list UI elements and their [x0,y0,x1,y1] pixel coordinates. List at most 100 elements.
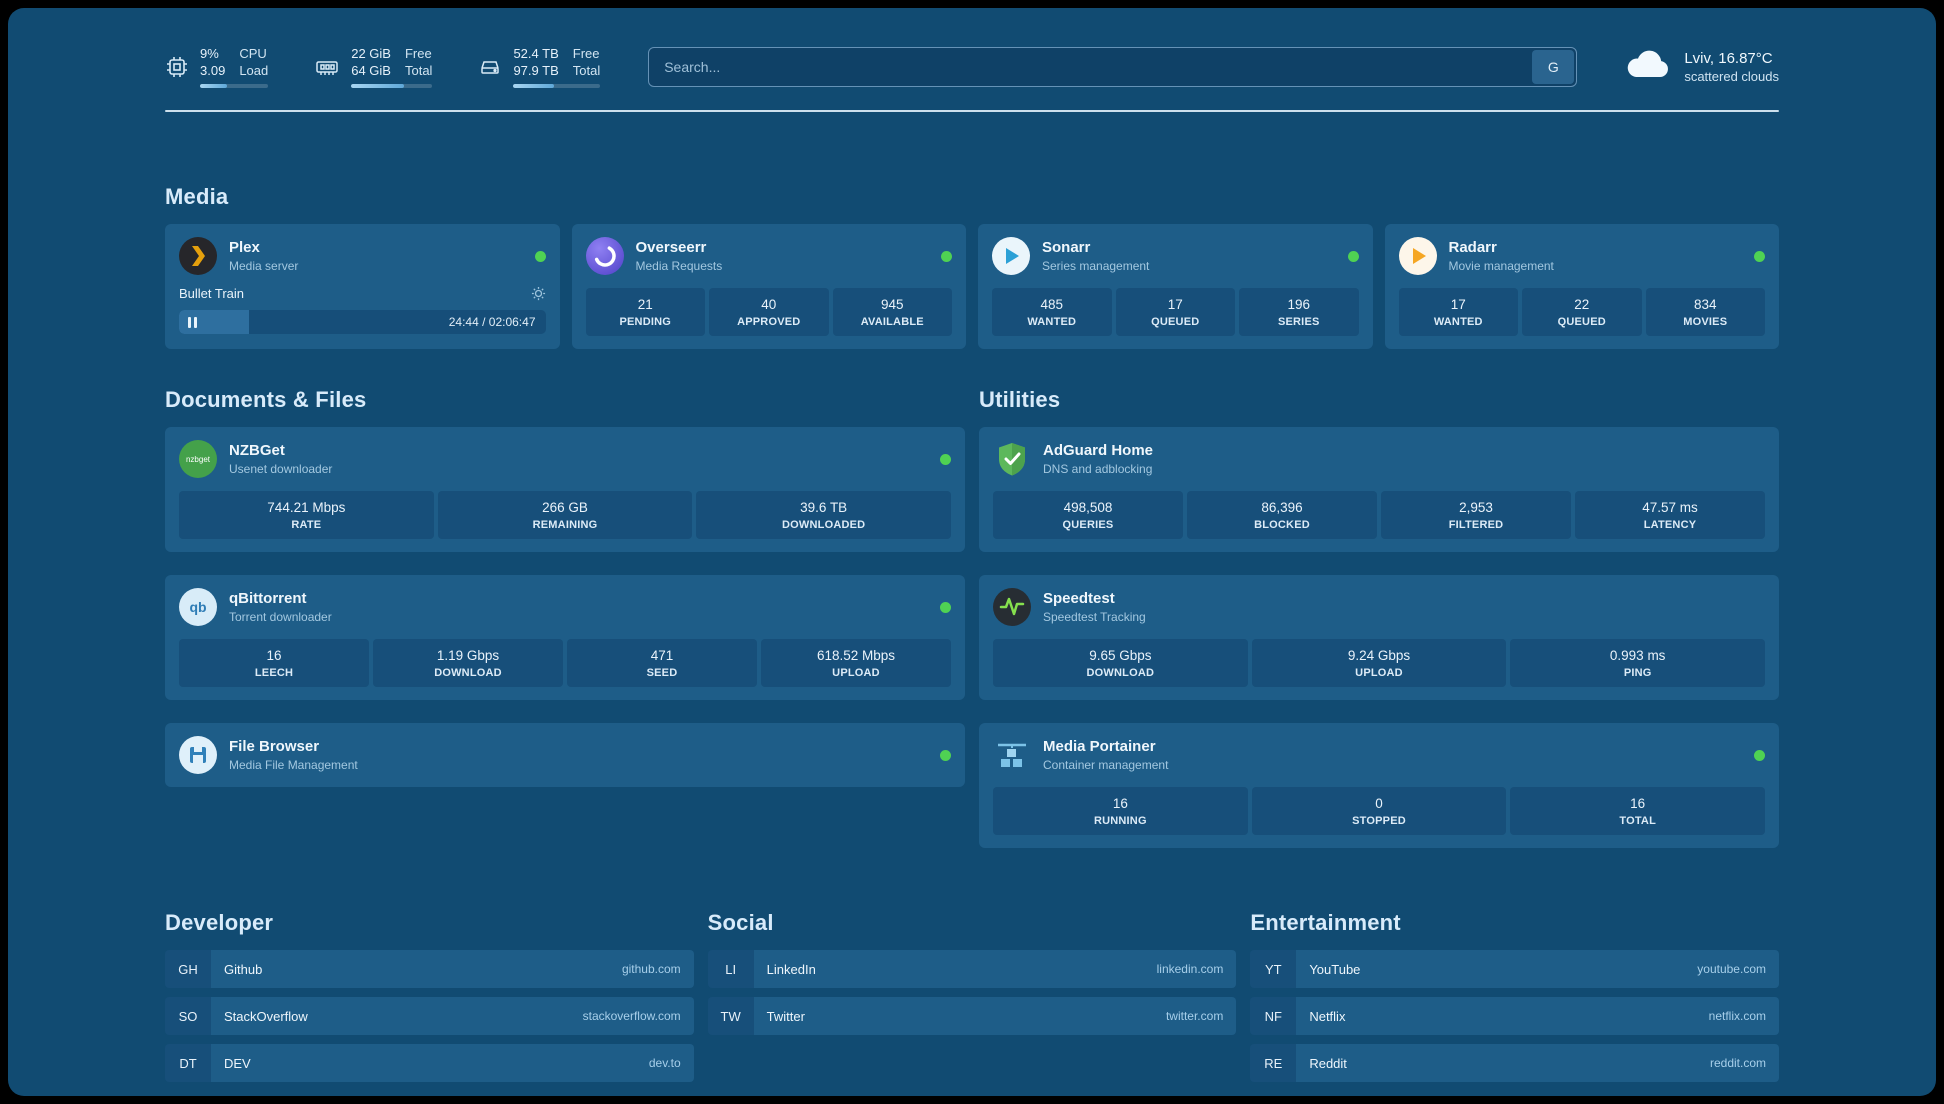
stat-box: 17 QUEUED [1115,288,1235,336]
media-section-title: Media [165,184,229,209]
disk-usage-bar [513,83,601,88]
bookmark-stackoverflow[interactable]: SO StackOverflow stackoverflow.com [165,997,694,1035]
stat-value: 22 [1574,297,1590,312]
stat-box: 744.21 Mbps RATE [179,491,434,539]
status-dot [534,250,546,262]
cpu-load-value: 3.09 [200,63,226,78]
stat-value: 21 [637,297,653,312]
bookmark-url: reddit.com [1709,1056,1766,1070]
stat-value: 485 [1040,297,1064,312]
portainer-card[interactable]: Media Portainer Container management 16 … [979,723,1779,848]
stat-box: 834 MOVIES [1645,288,1765,336]
app-subtitle: Media File Management [229,758,358,772]
stat-label: UPLOAD [1355,667,1403,679]
netflix-icon: NF [1250,997,1297,1035]
stat-label: LATENCY [1643,519,1697,531]
documents-section-title: Documents & Files [165,387,367,412]
bookmark-linkedin[interactable]: LI LinkedIn linkedin.com [707,950,1237,988]
radarr-card[interactable]: Radarr Movie management 17 WANTED 22 QUE… [1384,224,1779,349]
status-dot [1754,250,1765,262]
app-subtitle: Movie management [1448,259,1554,273]
app-title: Sonarr [1042,239,1091,256]
app-title: Speedtest [1043,590,1115,607]
stackoverflow-icon: SO [165,997,211,1035]
plex-icon [179,237,217,275]
stat-label: DOWNLOAD [434,667,502,679]
stat-value: 0 [1375,796,1383,811]
stat-label: SERIES [1277,316,1320,328]
search-engine-button[interactable]: G [1532,50,1575,84]
stat-box: 618.52 Mbps UPLOAD [761,639,951,687]
bookmark-github[interactable]: GH Github github.com [165,950,694,988]
app-title: qBittorrent [229,590,307,607]
stat-box: 22 QUEUED [1522,288,1642,336]
bookmark-group-social: Social LI LinkedIn linkedin.com TW Twitt… [707,910,1237,1091]
app-title: AdGuard Home [1043,442,1154,459]
sonarr-card[interactable]: Sonarr Series management 485 WANTED 17 Q… [978,224,1373,349]
stat-label: LEECH [254,667,294,679]
cpu-label-2: Load [239,63,269,78]
stat-label: REMAINING [532,519,598,531]
stat-label: TOTAL [1619,815,1656,827]
nzbget-card[interactable]: nzbget NZBGet Usenet downloader 744.21 M… [165,427,965,552]
filebrowser-card[interactable]: File Browser Media File Management [165,723,965,787]
stat-value: 834 [1693,297,1717,312]
youtube-icon: YT [1250,950,1297,988]
stat-value: 16 [1630,796,1646,811]
bookmark-url: stackoverflow.com [582,1009,681,1023]
stat-box: 86,396 BLOCKED [1187,491,1377,539]
stat-value: 471 [650,648,674,663]
playback-time: 24:44 / 02:06:47 [448,315,536,329]
weather-condition: scattered clouds [1684,69,1779,84]
bookmark-name: Twitter [766,1008,805,1024]
disk-free: 52.4 TB [513,46,559,62]
qbittorrent-card[interactable]: qb qBittorrent Torrent downloader 16 LEE… [165,575,965,700]
developer-section-title: Developer [165,910,274,935]
stat-value: 86,396 [1261,500,1303,515]
bookmark-youtube[interactable]: YT YouTube youtube.com [1250,950,1779,988]
stat-value: 0.993 ms [1609,648,1666,663]
stat-label: WANTED [1027,316,1077,328]
bookmark-netflix[interactable]: NF Netflix netflix.com [1250,997,1779,1035]
bookmark-twitter[interactable]: TW Twitter twitter.com [707,997,1237,1035]
search-input[interactable] [648,47,1578,87]
app-subtitle: Container management [1043,758,1169,772]
bookmark-group-developer: Developer GH Github github.com SO StackO… [165,910,694,1091]
cpu-icon [165,55,189,79]
app-title: Plex [229,239,260,256]
stat-label: BLOCKED [1254,519,1310,531]
bookmark-reddit[interactable]: RE Reddit reddit.com [1250,1044,1779,1082]
stat-value: 17 [1167,297,1183,312]
speedtest-card[interactable]: Speedtest Speedtest Tracking 9.65 Gbps D… [979,575,1779,700]
bookmark-url: youtube.com [1697,962,1766,976]
app-subtitle: Series management [1042,259,1150,273]
stat-value: 17 [1450,297,1466,312]
cpu-usage-bar [200,83,269,88]
stat-box: 39.6 TB DOWNLOADED [696,491,952,539]
nzbget-icon: nzbget [179,440,217,478]
bookmark-name: Netflix [1309,1008,1346,1024]
stat-value: 618.52 Mbps [816,648,896,663]
speedtest-icon [993,588,1031,626]
bookmark-url: github.com [621,962,681,976]
gear-icon[interactable] [531,286,546,301]
ram-icon [314,55,340,79]
pause-icon[interactable] [188,316,197,328]
bookmark-group-entertainment: Entertainment YT YouTube youtube.com NF … [1250,910,1779,1091]
stat-label: STOPPED [1352,815,1406,827]
bookmark-url: linkedin.com [1156,962,1224,976]
stat-label: RATE [291,519,322,531]
stat-label: PENDING [619,316,672,328]
app-title: Overseerr [635,239,707,256]
app-subtitle: Media server [229,259,299,273]
adguard-card[interactable]: AdGuard Home DNS and adblocking 498,508 … [979,427,1779,552]
overseerr-card[interactable]: Overseerr Media Requests 21 PENDING 40 A… [571,224,966,349]
stat-value: 9.24 Gbps [1347,648,1411,663]
status-dot [1347,250,1359,262]
disk-total: 97.9 TB [513,63,559,78]
bookmark-dev[interactable]: DT DEV dev.to [165,1044,694,1082]
plex-card[interactable]: Plex Media server Bullet Train 24:44 / 0… [165,224,560,349]
playback-progress-bar[interactable]: 24:44 / 02:06:47 [179,310,546,334]
stat-label: FILTERED [1448,519,1504,531]
stat-value: 47.57 ms [1642,500,1698,515]
